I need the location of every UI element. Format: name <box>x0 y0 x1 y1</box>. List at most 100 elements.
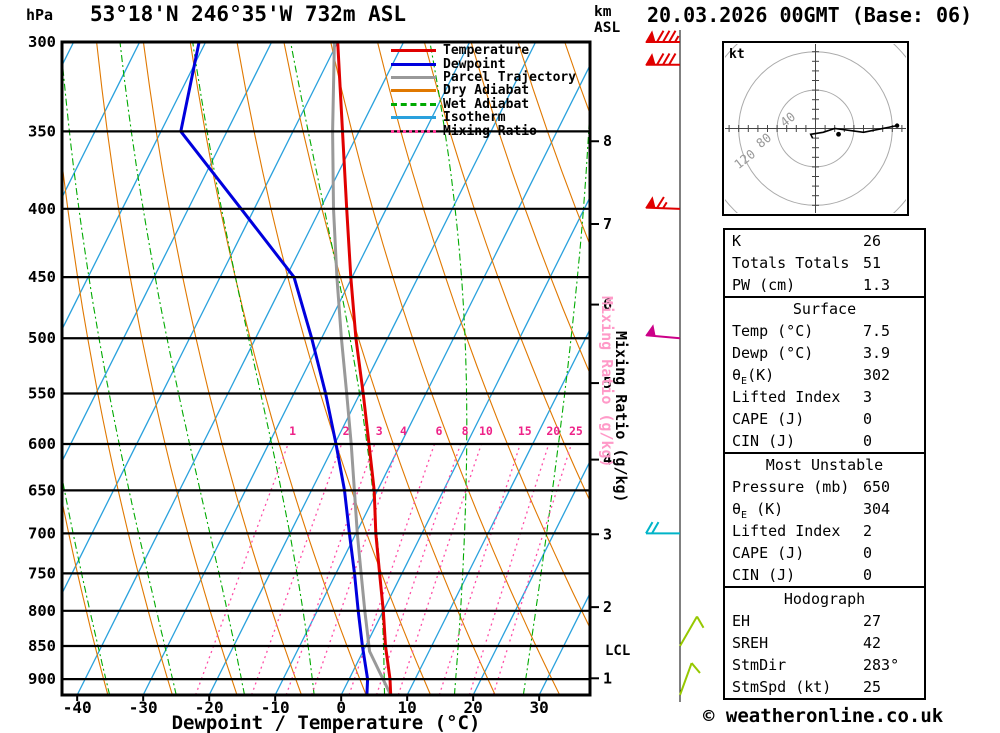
stat-label: Totals Totals <box>732 254 850 272</box>
legend-label: Parcel Trajectory <box>443 69 577 85</box>
table-row: CIN (J) 0 <box>725 564 924 586</box>
stat-label: StmDir <box>732 656 787 674</box>
plot-border <box>60 40 592 697</box>
wind-barb-312hpa <box>645 52 680 66</box>
wind-barb-500hpa <box>645 324 681 340</box>
mixing-ratio-label: 2 <box>343 424 350 438</box>
dewpoint-curve <box>179 42 370 695</box>
stat-label: CIN (J) <box>732 432 796 450</box>
stat-label: Pressure (mb) <box>732 478 850 496</box>
stat-value: 0 <box>863 432 873 450</box>
stat-value: 51 <box>863 254 882 272</box>
km-unit-label: km <box>594 4 612 20</box>
table-row: θE(K) 302 <box>725 364 924 387</box>
table-row: StmSpd (kt) 25 <box>725 676 924 698</box>
pressure-tick-labels: 300 350 400 450 500 550 600 650 700 750 800 850 900 <box>28 33 56 688</box>
stat-value: 0 <box>863 566 873 584</box>
km-tick-label: 1 <box>603 669 612 687</box>
legend-label: Dry Adiabat <box>443 83 530 99</box>
mixing-ratio-label: 25 <box>569 424 583 438</box>
stat-value: 302 <box>863 366 891 384</box>
wind-barb-300hpa <box>645 30 680 43</box>
pressure-tick-label: 450 <box>28 268 56 286</box>
stat-value: 283° <box>863 656 900 674</box>
x-tick-label: 20 <box>464 698 483 717</box>
hodograph-unit-label: kt <box>729 47 745 62</box>
legend-item-wet-adiabat: Wet Adiabat <box>391 97 576 112</box>
stat-value: 0 <box>863 410 873 428</box>
table-row: SREH 42 <box>725 632 924 654</box>
stat-label: Dewp (°C) <box>732 344 814 362</box>
isotherm-line-sample <box>391 116 436 120</box>
stat-label: CIN (J) <box>732 566 796 584</box>
table-row: CAPE (J) 0 <box>725 408 924 430</box>
wind-barb-column <box>645 30 705 702</box>
mixing-ratio-label: 10 <box>479 424 493 438</box>
wind-barb-850hpa <box>679 616 705 647</box>
legend-item-temperature: Temperature <box>391 43 576 58</box>
km-tick-label: 4 <box>603 451 612 469</box>
table-row: PW (cm) 1.3 <box>725 274 924 296</box>
legend-label: Isotherm <box>443 110 506 126</box>
indices-table: K 26 Totals Totals 51 PW (cm) 1.3 <box>723 228 926 298</box>
legend: Temperature Dewpoint Parcel Trajectory Dry … <box>391 43 577 139</box>
run-datetime: 20.03.2026 00GMT (Base: 06) <box>647 3 973 27</box>
hodograph-trace <box>809 124 898 139</box>
pressure-tick-label: 500 <box>28 329 56 347</box>
table-title: Most Unstable <box>765 456 884 474</box>
pressure-tick-label: 800 <box>28 602 56 620</box>
lcl-marker-label: LCL <box>605 643 631 659</box>
stat-label: Temp (°C) <box>732 322 814 340</box>
table-title: Hodograph <box>783 590 866 608</box>
table-row: Temp (°C) 7.5 <box>725 320 924 342</box>
pressure-tick-label: 700 <box>28 524 56 542</box>
legend-item-isotherm: Isotherm <box>391 110 576 126</box>
x-tick-label: -40 <box>63 698 92 717</box>
page-title: 53°18'N 246°35'W 732m ASL <box>90 2 407 26</box>
table-row: K 26 <box>725 230 924 252</box>
mixing-ratio-axis-label: Mixing Ratio (g/kg) <box>612 331 630 503</box>
table-row: Pressure (mb) 650 <box>725 476 924 498</box>
table-row: θE (K) 304 <box>725 498 924 521</box>
stat-value: 304 <box>863 500 891 518</box>
temperature-curve <box>336 42 393 695</box>
stat-value: 650 <box>863 478 891 496</box>
mixing-ratio-label: 3 <box>376 424 383 438</box>
pressure-tick-label: 750 <box>28 564 56 582</box>
table-title: Surface <box>792 300 857 318</box>
table-row: Totals Totals 51 <box>725 252 924 274</box>
copyright: © weatheronline.co.uk <box>703 705 944 727</box>
stat-value: 27 <box>863 612 882 630</box>
km-tick-label: 7 <box>603 215 612 233</box>
stat-label: K <box>732 232 742 250</box>
mixing-ratio-label: 20 <box>546 424 560 438</box>
stat-label: Lifted Index <box>732 522 841 540</box>
legend-item-dry-adiabat: Dry Adiabat <box>391 83 576 99</box>
pressure-tick-label: 850 <box>28 637 56 655</box>
mixing-ratio-label: 4 <box>400 424 407 438</box>
stat-label: StmSpd (kt) <box>732 678 832 696</box>
dewpoint-line-sample <box>391 62 436 66</box>
mixing-ratio-line-sample <box>391 129 436 133</box>
stat-value: 1.3 <box>863 276 891 294</box>
table-row: CAPE (J) 0 <box>725 542 924 564</box>
mixing-ratio-value-labels: 1 2 3 4 6 8 10 15 20 25 <box>289 424 583 438</box>
x-axis-ticks: -40 -30 -20 -10 0 10 20 30 <box>63 696 549 717</box>
mixing-ratio-label: 8 <box>462 424 469 438</box>
hodograph-ring-label: 80 <box>753 130 774 151</box>
km-axis: 1 2 3 4 5 6 7 8 <box>590 132 612 687</box>
x-tick-label: -30 <box>129 698 158 717</box>
stat-label: SREH <box>732 634 769 652</box>
stat-value: 25 <box>863 678 882 696</box>
stat-label: θE(K) <box>732 366 775 387</box>
x-tick-label: 10 <box>398 698 417 717</box>
table-row: StmDir 283° <box>725 654 924 676</box>
x-tick-label: 0 <box>336 698 346 717</box>
x-tick-label: -10 <box>261 698 290 717</box>
stat-label: PW (cm) <box>732 276 796 294</box>
stat-value: 26 <box>863 232 882 250</box>
parcel-trajectory-line-sample <box>391 75 436 79</box>
